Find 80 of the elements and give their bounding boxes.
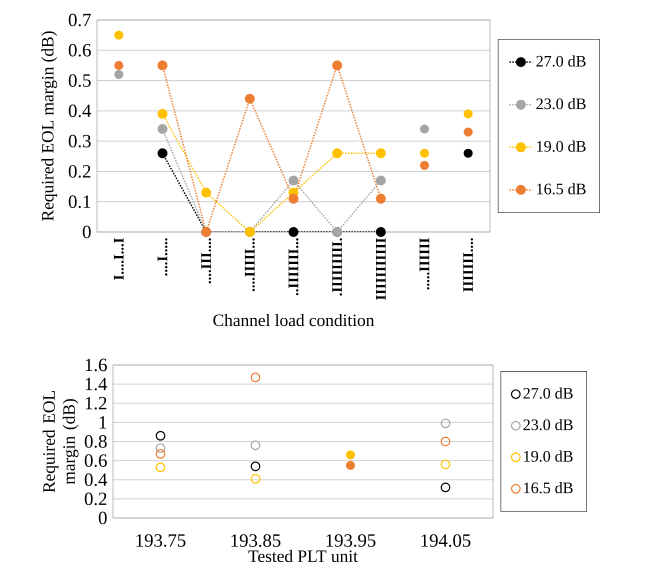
point — [346, 460, 356, 470]
point — [440, 460, 450, 470]
point — [288, 194, 299, 204]
point — [376, 148, 386, 158]
point — [114, 70, 124, 80]
point — [114, 30, 124, 40]
point — [464, 128, 473, 137]
point — [158, 148, 168, 158]
legend-label: 16.5 dB — [524, 482, 573, 494]
point — [376, 176, 386, 186]
point — [156, 462, 166, 472]
legend-label: 19.0 dB — [524, 450, 573, 462]
point — [156, 430, 166, 441]
x-tick-label: ....I..... — [158, 238, 168, 276]
y-tick-label: 0.4 — [68, 104, 92, 118]
legend-label: 19.0 dB — [537, 140, 586, 152]
y-tick-label: 0.7 — [68, 14, 91, 26]
point — [250, 372, 260, 382]
y-axis-title: Required EOL margin (dB) — [41, 31, 58, 221]
point — [201, 188, 212, 198]
point — [420, 124, 430, 134]
x-tick-label: I....I...I — [114, 238, 124, 280]
x-tick-label: ..IIIIIII... — [288, 238, 298, 296]
point — [250, 440, 260, 450]
point — [464, 109, 473, 118]
point — [440, 482, 450, 492]
legend-label: 27.0 dB — [536, 55, 586, 67]
y-tick-label: 0.4 — [84, 473, 108, 486]
point — [420, 160, 430, 170]
y-tick-label: 1.2 — [86, 396, 106, 410]
x-tick-label: 193.85 — [231, 534, 280, 547]
y-tick-label: 0.6 — [68, 44, 91, 57]
point — [288, 176, 299, 186]
point — [332, 148, 342, 158]
point — [376, 194, 386, 204]
x-axis-title: Channel load condition — [213, 314, 374, 326]
legend-label: 16.5 dB — [537, 183, 586, 194]
legend-label: 23.0 dB — [523, 418, 573, 430]
point — [440, 418, 450, 428]
x-axis-title: Tested PLT unit — [248, 550, 358, 562]
y-tick-label: 0.1 — [68, 195, 90, 208]
point — [156, 449, 166, 459]
x-tick-label: IIIIIII.... — [463, 238, 474, 292]
point — [244, 94, 255, 104]
y-tick-label: 1 — [100, 416, 106, 429]
y-tick-label: 1.6 — [86, 358, 107, 372]
point — [158, 108, 168, 119]
point — [376, 226, 386, 237]
point — [114, 60, 124, 70]
x-tick-label: IIIIIIIIIII — [376, 238, 386, 300]
legend-label: 27.0 dB — [523, 387, 573, 399]
y-tick-label: 0.5 — [68, 74, 91, 87]
point — [250, 474, 260, 484]
point — [440, 436, 450, 446]
point — [332, 60, 342, 70]
point — [346, 450, 356, 460]
x-tick-label: ....III.... — [201, 238, 212, 284]
y-tick-label: 0 — [98, 512, 107, 524]
point — [288, 226, 299, 237]
y-tick-label: 0.6 — [84, 454, 107, 467]
y-tick-label: 0.2 — [68, 165, 90, 178]
x-tick-label: 193.75 — [136, 534, 186, 547]
y-axis-title: Required EOL margin (dB) — [42, 391, 78, 492]
x-tick-label: 193.95 — [326, 534, 376, 547]
legend-label: 23.0 dB — [536, 98, 586, 110]
x-tick-label: .IIIIIIIII. — [332, 238, 342, 296]
x-tick-label: ....IIIII... — [244, 238, 255, 292]
point — [464, 148, 473, 158]
point — [250, 461, 260, 472]
point — [158, 60, 168, 70]
y-tick-label: 0.2 — [84, 492, 106, 506]
x-tick-label: 194.05 — [421, 534, 470, 547]
y-tick-label: 1.4 — [86, 378, 108, 390]
x-tick-label: .....IIIIII — [420, 238, 430, 290]
point — [158, 124, 168, 134]
point — [420, 148, 430, 158]
y-tick-label: 0.3 — [68, 134, 91, 148]
y-tick-label: 0.8 — [84, 435, 107, 448]
point — [156, 443, 166, 454]
y-tick-label: 0 — [82, 226, 91, 238]
